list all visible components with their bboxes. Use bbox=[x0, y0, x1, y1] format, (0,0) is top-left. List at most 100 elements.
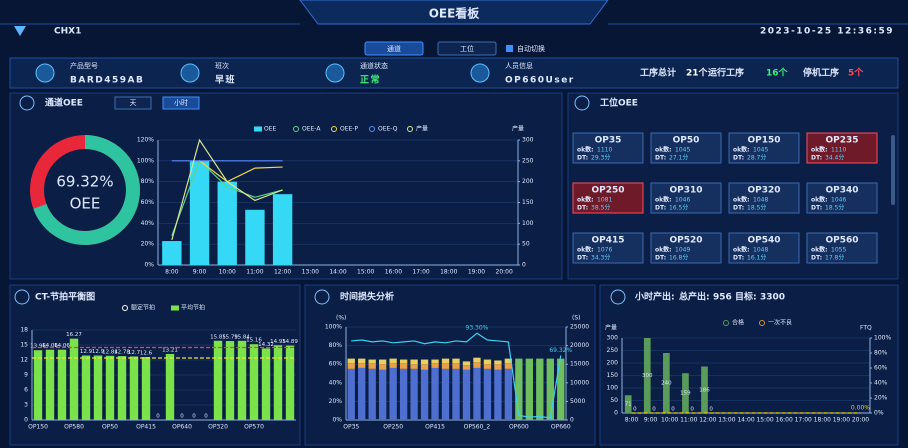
station-card bbox=[806, 182, 878, 214]
scrollbar[interactable] bbox=[891, 135, 895, 205]
station-name: OP540 bbox=[747, 236, 780, 246]
bar bbox=[473, 357, 481, 363]
bar bbox=[431, 359, 439, 364]
dt-label: DT: bbox=[733, 205, 744, 212]
bar bbox=[81, 355, 91, 420]
y-tick-label: 60% bbox=[141, 199, 155, 206]
station-card bbox=[806, 232, 878, 264]
bar bbox=[217, 181, 237, 265]
tab[interactable] bbox=[437, 41, 497, 56]
legend-label: OEE-P bbox=[340, 126, 358, 133]
bar bbox=[261, 348, 271, 420]
y2-axis-label: FTQ bbox=[860, 325, 872, 332]
bar bbox=[141, 357, 151, 420]
stat-value: 5个 bbox=[848, 67, 864, 79]
line bbox=[171, 138, 283, 241]
x-tick-label: 14:00 bbox=[737, 417, 754, 424]
checkbox[interactable] bbox=[506, 45, 513, 52]
line bbox=[199, 160, 283, 183]
bar bbox=[358, 358, 366, 364]
bar bbox=[420, 369, 429, 420]
legend-swatch bbox=[723, 320, 729, 326]
station-name: OP415 bbox=[591, 236, 624, 246]
panel-icon bbox=[19, 95, 35, 111]
bar bbox=[189, 160, 210, 265]
ok-label: ok数: bbox=[655, 196, 672, 204]
legend-label: 平均节拍 bbox=[181, 304, 205, 312]
y2-tick-label: 100% bbox=[874, 335, 891, 342]
bar bbox=[701, 366, 708, 413]
y-tick-label: 0% bbox=[144, 262, 154, 269]
legend-label: OEE-A bbox=[302, 126, 321, 133]
bar bbox=[347, 368, 355, 420]
value-label: 12.6 bbox=[140, 351, 153, 357]
x-tick-label: OP570 bbox=[244, 424, 264, 431]
tab[interactable] bbox=[364, 41, 424, 56]
value-label: 0 bbox=[652, 407, 656, 413]
x-tick-label: 13:00 bbox=[718, 417, 735, 424]
bar bbox=[462, 369, 471, 420]
bar bbox=[452, 368, 460, 420]
x-tick-label: OP560_2 bbox=[464, 424, 491, 431]
legend-label: 产量 bbox=[416, 125, 428, 133]
info-icon bbox=[35, 63, 55, 83]
y-tick-label: 3 bbox=[24, 402, 28, 409]
line bbox=[171, 159, 283, 237]
checkbox-label[interactable]: 自动切换 bbox=[517, 44, 545, 53]
bar bbox=[557, 358, 565, 420]
x-tick-label: OP320 bbox=[208, 424, 228, 431]
x-tick-label: OP250 bbox=[383, 424, 403, 431]
ok-label: ok数: bbox=[577, 196, 594, 204]
tab-label[interactable]: 工位 bbox=[460, 44, 474, 53]
legend-swatch bbox=[122, 305, 128, 311]
legend-swatch bbox=[407, 126, 413, 132]
info-value: BARD459AB bbox=[70, 76, 144, 86]
x-tick-label: 18:00 bbox=[814, 417, 831, 424]
bar bbox=[347, 363, 355, 369]
bar bbox=[93, 355, 103, 420]
tab-label[interactable]: 天 bbox=[130, 99, 137, 107]
dt-label: DT: bbox=[811, 205, 822, 212]
tab-label[interactable]: 小时 bbox=[174, 98, 188, 107]
stat-label: 停机工序 bbox=[803, 67, 839, 79]
station-card bbox=[728, 182, 800, 214]
tab[interactable] bbox=[162, 96, 200, 110]
bar bbox=[462, 365, 471, 370]
dt-value: 16.5分 bbox=[669, 204, 688, 212]
legend-label: OEE bbox=[264, 126, 277, 133]
bar bbox=[285, 345, 295, 420]
bar bbox=[237, 340, 247, 420]
bar bbox=[410, 359, 418, 365]
ok-label: ok数: bbox=[811, 246, 828, 254]
station-name: OP340 bbox=[825, 186, 858, 196]
tab[interactable] bbox=[114, 96, 152, 110]
y-tick-label: 40% bbox=[141, 220, 155, 227]
x-tick-label: 12:00 bbox=[274, 269, 291, 276]
dt-value: 38.5分 bbox=[591, 204, 610, 212]
y2-tick-label: 10000 bbox=[570, 379, 589, 386]
legend-swatch bbox=[369, 126, 375, 132]
dt-value: 34.3分 bbox=[591, 254, 610, 262]
y2-tick-label: 80% bbox=[874, 350, 888, 357]
y-tick-label: 20% bbox=[141, 241, 155, 248]
target-label: 目标: bbox=[735, 291, 757, 303]
gauge-label: OEE bbox=[70, 195, 101, 213]
tab-label[interactable]: 通道 bbox=[387, 44, 401, 53]
dt-label: DT: bbox=[811, 255, 822, 262]
value-label: 12.84 bbox=[102, 349, 118, 355]
bar bbox=[399, 363, 408, 369]
value-label: 0.00% bbox=[851, 405, 870, 412]
dt-label: DT: bbox=[577, 205, 588, 212]
x-tick-label: OP415 bbox=[425, 424, 445, 431]
x-tick-label: OP580 bbox=[64, 424, 84, 431]
ok-label: ok数: bbox=[733, 196, 750, 204]
x-tick-label: 8:00 bbox=[165, 269, 179, 276]
title-bar bbox=[299, 0, 609, 25]
target: 3300 bbox=[760, 293, 785, 303]
bar bbox=[358, 363, 366, 368]
value-label: 15.84 bbox=[234, 334, 250, 340]
y2-tick-label: 200 bbox=[522, 178, 534, 185]
station-card bbox=[572, 232, 644, 264]
ok-label: ok数: bbox=[655, 246, 672, 254]
